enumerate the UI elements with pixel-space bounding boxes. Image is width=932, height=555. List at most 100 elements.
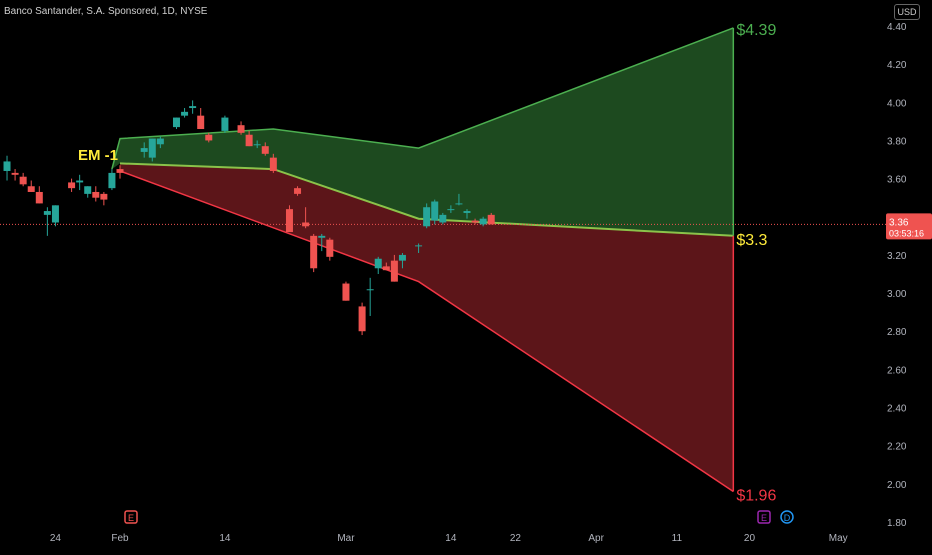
candle[interactable]: [366, 277, 374, 316]
candle[interactable]: [35, 186, 43, 204]
candle[interactable]: [19, 172, 27, 187]
candle-body: [237, 125, 245, 133]
candle[interactable]: [285, 205, 293, 233]
candle[interactable]: [27, 180, 35, 192]
candle-body: [302, 222, 310, 227]
candle[interactable]: [108, 169, 116, 191]
price-tag-box: [886, 213, 932, 240]
y-tick-label: 4.40: [887, 22, 907, 33]
candle[interactable]: [197, 108, 205, 130]
candle[interactable]: [245, 130, 253, 147]
candle[interactable]: [374, 256, 382, 274]
candle[interactable]: [172, 117, 180, 130]
candle[interactable]: [487, 212, 495, 225]
lower-band-line: [119, 170, 734, 493]
candle-body: [35, 191, 43, 204]
price-tag-countdown: 03:53:16: [889, 228, 924, 238]
candle-body: [342, 283, 350, 301]
candle[interactable]: [237, 121, 245, 135]
x-tick-label: 14: [219, 533, 231, 544]
candle[interactable]: [415, 243, 423, 254]
candle[interactable]: [318, 233, 326, 252]
candle[interactable]: [294, 186, 302, 196]
candle[interactable]: [479, 216, 487, 227]
candle[interactable]: [398, 253, 406, 269]
dividend-icon[interactable]: D: [780, 510, 794, 524]
candle[interactable]: [390, 254, 398, 282]
candle[interactable]: [100, 191, 108, 206]
candle-body: [415, 245, 423, 247]
mid-target-label: $3.3: [736, 232, 767, 249]
y-tick-label: 3.00: [887, 289, 907, 300]
earnings-icon[interactable]: E: [757, 510, 771, 524]
y-tick-label: 2.80: [887, 327, 907, 338]
candle-body: [455, 203, 463, 205]
candle-body: [285, 209, 293, 233]
candle[interactable]: [181, 108, 189, 118]
y-tick-label: 3.20: [887, 251, 907, 262]
earnings-icon[interactable]: E: [124, 510, 138, 524]
candle[interactable]: [431, 199, 439, 225]
candle[interactable]: [269, 153, 277, 173]
candle[interactable]: [76, 174, 84, 191]
y-tick-label: 4.00: [887, 98, 907, 109]
candle-body: [92, 191, 100, 198]
candle[interactable]: [189, 100, 197, 114]
x-tick-label: Apr: [588, 533, 604, 544]
candle-body: [181, 111, 189, 116]
candle[interactable]: [439, 212, 447, 225]
candle[interactable]: [342, 281, 350, 301]
candle-body: [310, 235, 318, 269]
candle[interactable]: [221, 115, 229, 133]
earnings-marker-shape: [757, 510, 771, 524]
candle-body: [269, 157, 277, 171]
candle[interactable]: [116, 165, 124, 179]
candle[interactable]: [43, 207, 51, 236]
candle[interactable]: [447, 205, 455, 213]
candle-body: [358, 306, 366, 332]
candle[interactable]: [463, 209, 471, 219]
candle-body: [463, 211, 471, 213]
candle[interactable]: [156, 136, 164, 149]
candle-body: [398, 254, 406, 261]
currency-badge[interactable]: USD: [894, 4, 920, 20]
candle[interactable]: [84, 186, 92, 198]
candle[interactable]: [261, 142, 269, 156]
candle[interactable]: [382, 262, 390, 271]
candle[interactable]: [471, 218, 479, 225]
x-tick-label: 14: [445, 533, 457, 544]
candle[interactable]: [68, 178, 76, 192]
candle-body: [374, 258, 382, 269]
candle[interactable]: [253, 140, 261, 149]
x-tick-label: 24: [50, 533, 62, 544]
candle-body: [100, 193, 108, 200]
lower-band-fill: [120, 163, 734, 492]
candle-body: [84, 186, 92, 194]
y-tick-label: 3.60: [887, 175, 907, 186]
candle[interactable]: [140, 142, 148, 158]
em-label: EM -1: [78, 147, 118, 164]
y-tick-label: 4.20: [887, 60, 907, 71]
candle[interactable]: [148, 138, 156, 162]
y-tick-label: 2.00: [887, 480, 907, 491]
candle[interactable]: [205, 132, 213, 143]
candle[interactable]: [310, 233, 318, 273]
candle-body: [205, 134, 213, 141]
candle-body: [3, 161, 11, 171]
candle[interactable]: [51, 205, 59, 227]
candle-body: [245, 134, 253, 147]
candle[interactable]: [302, 207, 310, 229]
candle[interactable]: [11, 169, 19, 181]
candle[interactable]: [455, 193, 463, 206]
x-tick-label: 20: [744, 533, 756, 544]
y-tick-label: 1.80: [887, 518, 907, 529]
candle[interactable]: [326, 237, 334, 261]
candle-body: [326, 239, 334, 257]
candle[interactable]: [358, 302, 366, 336]
candle[interactable]: [423, 203, 431, 229]
candle-body: [189, 106, 197, 109]
candle[interactable]: [92, 186, 100, 202]
candle[interactable]: [3, 155, 11, 181]
